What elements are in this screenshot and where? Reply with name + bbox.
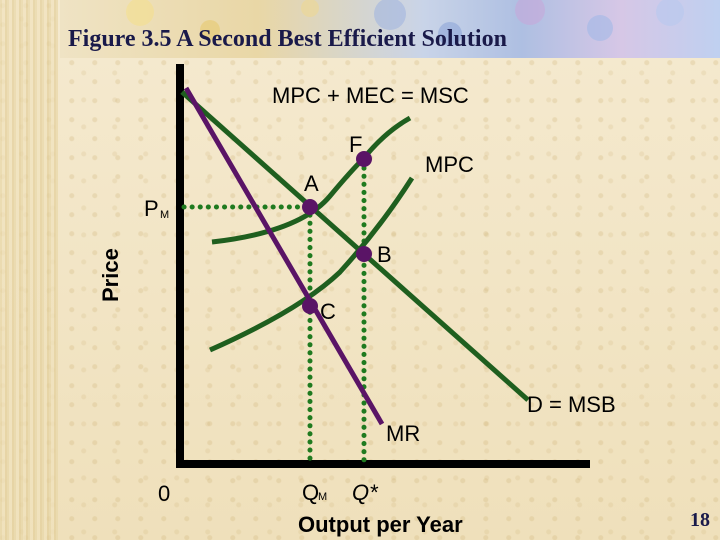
header-flower-decoration bbox=[126, 0, 684, 46]
point-c-marker bbox=[302, 298, 318, 314]
background-strip bbox=[0, 0, 58, 540]
mr-label: MR bbox=[386, 421, 420, 446]
msc-label: MPC + MEC = MSC bbox=[272, 83, 469, 108]
mpc-curve bbox=[208, 176, 415, 353]
qstar-label: Q* bbox=[352, 480, 379, 505]
qm-label-main: Q bbox=[302, 480, 319, 505]
pm-label-sub: M bbox=[160, 209, 169, 221]
point-f-label: F bbox=[349, 132, 362, 157]
point-f-marker bbox=[356, 151, 372, 167]
y-axis-label: Price bbox=[98, 248, 123, 302]
slide-number: 18 bbox=[690, 509, 710, 531]
slide-title: Figure 3.5 A Second Best Efficient Solut… bbox=[68, 26, 507, 52]
mr-curve bbox=[183, 86, 385, 426]
qm-label: Q M bbox=[302, 480, 327, 505]
point-a-marker bbox=[302, 199, 318, 215]
pm-label-main: P bbox=[144, 196, 159, 221]
point-b-marker bbox=[356, 246, 372, 262]
qm-label-sub: M bbox=[318, 491, 327, 503]
origin-label: 0 bbox=[158, 481, 170, 506]
point-a-label: A bbox=[304, 171, 319, 196]
demand-label: D = MSB bbox=[527, 392, 616, 417]
point-b-label: B bbox=[377, 242, 392, 267]
demand-curve bbox=[180, 90, 530, 402]
point-c-label: C bbox=[320, 299, 336, 324]
pm-label: P M bbox=[144, 196, 169, 221]
x-axis-label: Output per Year bbox=[298, 512, 463, 537]
mpc-label: MPC bbox=[425, 152, 474, 177]
